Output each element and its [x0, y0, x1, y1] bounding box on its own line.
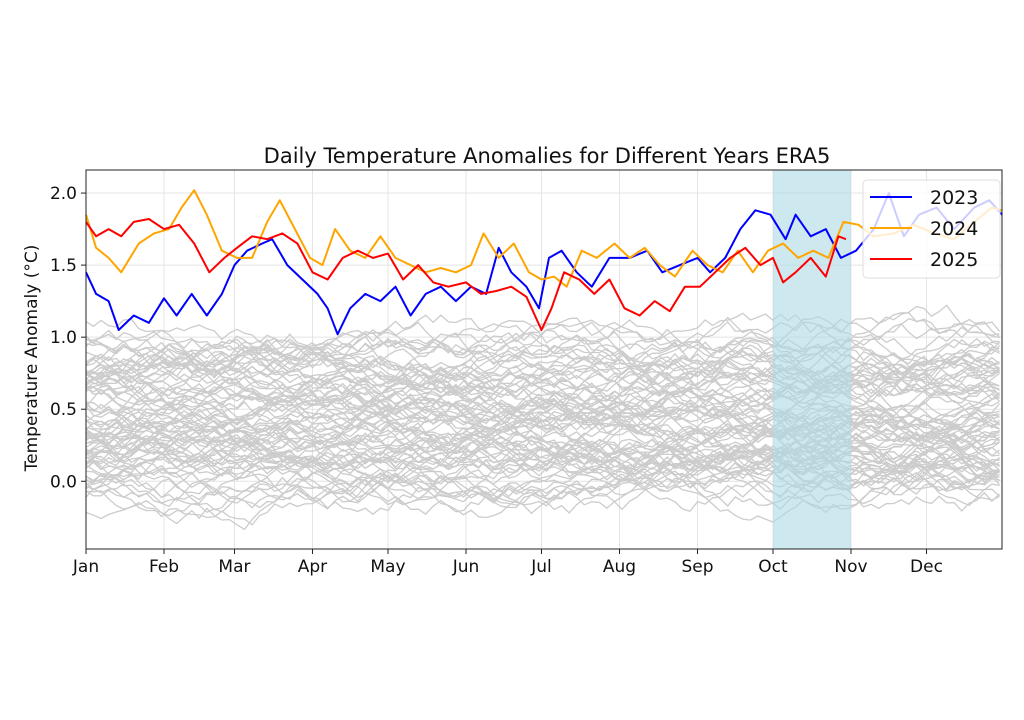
- x-tick-label: Oct: [758, 557, 788, 577]
- y-tick-label: 1.5: [50, 256, 77, 276]
- x-tick-label: May: [370, 557, 405, 577]
- y-tick-label: 2.0: [50, 184, 77, 204]
- x-tick-label: Aug: [603, 557, 636, 577]
- chart-title: Daily Temperature Anomalies for Differen…: [264, 144, 831, 168]
- y-axis-label: Temperature Anomaly (°C): [22, 245, 42, 473]
- x-tick-label: Apr: [298, 557, 327, 577]
- y-tick-label: 1.0: [50, 328, 77, 348]
- y-tick-label: 0.5: [50, 400, 77, 420]
- highlight-span-october: [773, 170, 852, 549]
- x-tick-label: Feb: [149, 557, 179, 577]
- plot-area: Jan Feb Mar Apr May Jun Jul Aug Sep Oct Nov Dec 0.0 0…: [50, 169, 1003, 577]
- x-tick-label: Jul: [530, 557, 552, 577]
- x-tick-label: Dec: [910, 557, 943, 577]
- legend-label-2023: 2023: [930, 187, 978, 209]
- x-tick-label: Jun: [452, 557, 480, 577]
- x-tick-label: Nov: [834, 557, 867, 577]
- x-tick-label: Mar: [218, 557, 250, 577]
- legend-label-2024: 2024: [930, 218, 978, 240]
- series-line-2023: [85, 192, 1003, 336]
- x-tick-label: Jan: [72, 557, 99, 577]
- legend-box: [862, 179, 1001, 279]
- legend: 2023 2024 2025: [862, 179, 1001, 279]
- y-tick-label: 0.0: [50, 472, 77, 492]
- x-tick-label: Sep: [681, 557, 713, 577]
- series-line-2025: [85, 218, 847, 331]
- series-line-2024: [85, 189, 1003, 288]
- plot-frame: [85, 169, 1003, 550]
- legend-label-2025: 2025: [930, 249, 978, 271]
